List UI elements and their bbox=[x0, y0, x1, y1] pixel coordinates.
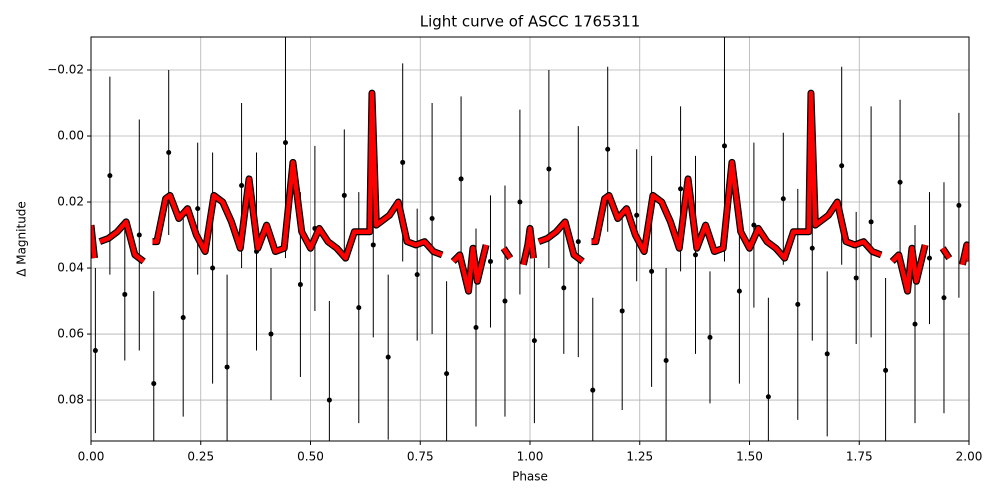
data-point bbox=[619, 308, 625, 314]
data-point bbox=[326, 397, 332, 403]
data-point bbox=[926, 255, 932, 261]
data-point bbox=[693, 252, 699, 258]
data-point bbox=[721, 143, 727, 149]
data-point bbox=[590, 387, 596, 393]
data-point bbox=[736, 288, 742, 294]
data-point bbox=[663, 357, 669, 363]
data-point bbox=[941, 295, 947, 301]
data-point bbox=[385, 354, 391, 360]
plot-area bbox=[91, 37, 969, 441]
data-point bbox=[883, 367, 889, 373]
data-point bbox=[868, 219, 874, 225]
data-point bbox=[765, 394, 771, 400]
data-point bbox=[297, 282, 303, 288]
data-point bbox=[897, 179, 903, 185]
data-point bbox=[751, 222, 757, 228]
y-tick-label: 0.08 bbox=[57, 393, 84, 407]
x-tick-label: 1.75 bbox=[846, 450, 873, 464]
y-tick-label: 0.06 bbox=[57, 327, 84, 341]
data-point bbox=[107, 173, 113, 179]
data-point bbox=[210, 265, 216, 271]
data-point bbox=[341, 192, 347, 198]
data-point bbox=[429, 216, 435, 222]
data-point bbox=[824, 351, 830, 357]
data-point bbox=[649, 268, 655, 274]
x-tick-label: 1.25 bbox=[626, 450, 653, 464]
data-point bbox=[678, 186, 684, 192]
data-point bbox=[502, 298, 508, 304]
data-point bbox=[956, 202, 962, 208]
y-tick-label: 0.04 bbox=[57, 261, 84, 275]
data-point bbox=[136, 232, 142, 238]
data-point bbox=[853, 275, 859, 281]
data-point bbox=[268, 331, 274, 337]
x-tick-label: 0.00 bbox=[78, 450, 105, 464]
chart-title: Light curve of ASCC 1765311 bbox=[420, 13, 641, 31]
data-point bbox=[546, 166, 552, 172]
y-tick-label: −0.02 bbox=[47, 63, 84, 77]
data-point bbox=[795, 301, 801, 307]
data-point bbox=[414, 272, 420, 278]
data-point bbox=[444, 371, 450, 377]
plot-frame bbox=[90, 36, 970, 442]
data-point bbox=[370, 242, 376, 248]
data-point bbox=[707, 334, 713, 340]
data-point bbox=[473, 324, 479, 330]
data-point bbox=[634, 212, 640, 218]
x-tick-label: 1.50 bbox=[736, 450, 763, 464]
data-point bbox=[487, 258, 493, 264]
x-tick-label: 0.75 bbox=[407, 450, 434, 464]
data-point bbox=[239, 183, 245, 189]
data-point bbox=[912, 321, 918, 327]
data-point bbox=[282, 140, 288, 146]
data-point bbox=[122, 291, 128, 297]
data-point bbox=[780, 196, 786, 202]
x-tick-label: 1.00 bbox=[517, 450, 544, 464]
x-tick-label: 0.25 bbox=[187, 450, 214, 464]
data-point bbox=[356, 305, 362, 311]
data-point bbox=[575, 239, 581, 245]
y-tick-label: 0.02 bbox=[57, 195, 84, 209]
x-axis-label: Phase bbox=[512, 470, 548, 484]
y-axis-label: Δ Magnitude bbox=[15, 201, 29, 277]
data-point bbox=[839, 163, 845, 169]
data-point bbox=[517, 199, 523, 205]
data-point bbox=[224, 364, 230, 370]
data-point bbox=[166, 150, 172, 156]
data-point bbox=[400, 159, 406, 165]
data-point bbox=[458, 176, 464, 182]
data-point bbox=[531, 338, 537, 344]
x-tick-label: 2.00 bbox=[956, 450, 983, 464]
data-point bbox=[92, 348, 98, 354]
binned-line bbox=[91, 90, 969, 294]
x-tick-label: 0.50 bbox=[297, 450, 324, 464]
y-tick-label: 0.00 bbox=[57, 129, 84, 143]
data-point bbox=[195, 206, 201, 212]
data-point bbox=[605, 146, 611, 152]
data-point bbox=[151, 381, 157, 387]
data-point bbox=[561, 285, 567, 291]
data-point bbox=[809, 245, 815, 251]
data-point bbox=[180, 315, 186, 321]
